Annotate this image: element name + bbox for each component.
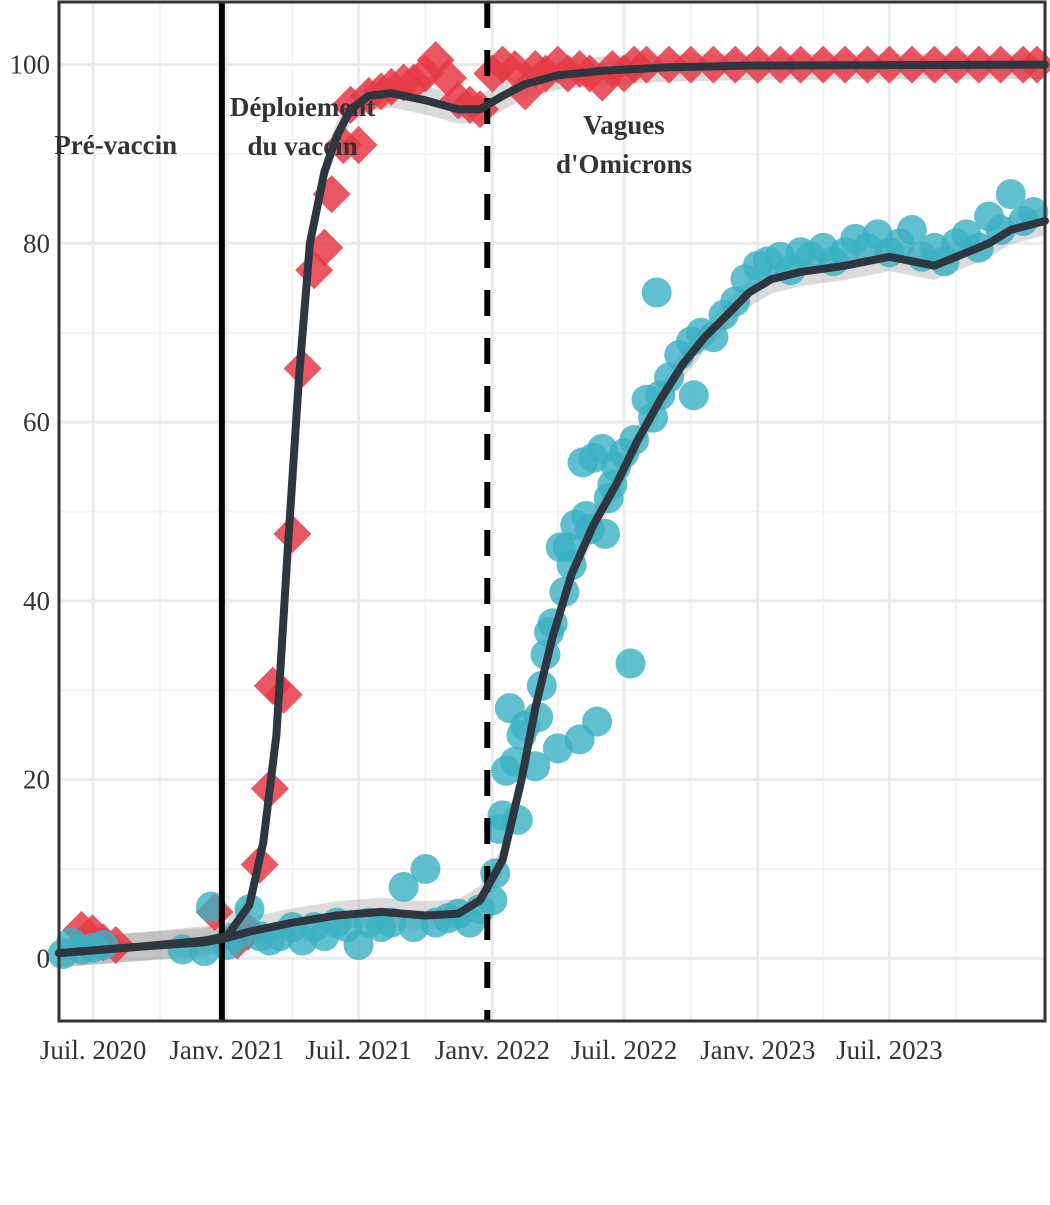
phase-label: Déploiement xyxy=(230,92,375,122)
y-tick-label: 60 xyxy=(23,407,50,437)
y-tick-label: 100 xyxy=(10,50,51,80)
x-axis-ticks: Juil. 2020 Janv. 2021 Juil. 2021 Janv. 2022… xyxy=(40,1035,943,1065)
y-tick-label: 0 xyxy=(37,943,51,973)
plot-frame xyxy=(57,0,1047,1023)
data-point-circle xyxy=(343,930,374,961)
x-tick-label: Janv. 2021 xyxy=(169,1035,284,1065)
data-point-circle xyxy=(410,854,441,885)
phase-label: Pré-vaccin xyxy=(54,130,177,160)
data-point-circle xyxy=(698,322,729,353)
data-point-diamond xyxy=(264,675,303,714)
phase-label: du vaccin xyxy=(247,131,357,161)
x-tick-label: Juil. 2022 xyxy=(571,1035,678,1065)
data-point-circle xyxy=(678,380,709,411)
data-point-circle xyxy=(995,179,1026,210)
data-point-circle xyxy=(582,706,613,737)
data-point-circle xyxy=(195,891,226,922)
phase-labels: Pré-vaccin Déploiement du vaccin Vagues d'Om… xyxy=(54,92,692,179)
y-axis-ticks: 0 20 40 60 80 100 xyxy=(10,50,51,974)
trend-line xyxy=(55,217,1049,958)
y-tick-label: 20 xyxy=(23,765,50,795)
x-tick-label: Juil. 2021 xyxy=(305,1035,412,1065)
data-point-circle xyxy=(590,518,621,549)
phase-divider-lines xyxy=(218,2,491,1021)
data-point-circle xyxy=(615,648,646,679)
y-tick-label: 80 xyxy=(23,228,50,258)
data-point-diamond xyxy=(339,126,378,165)
phase-label: Vagues xyxy=(583,110,665,140)
data-point-diamond xyxy=(583,63,622,102)
y-tick-label: 40 xyxy=(23,586,50,616)
data-point-circle xyxy=(896,214,927,245)
grid-layer xyxy=(59,2,1045,1021)
phase-label: d'Omicrons xyxy=(556,149,692,179)
trend-line xyxy=(55,60,1049,958)
x-tick-label: Juil. 2023 xyxy=(836,1035,943,1065)
x-tick-label: Janv. 2022 xyxy=(435,1035,550,1065)
x-tick-label: Janv. 2023 xyxy=(700,1035,815,1065)
data-point-circle xyxy=(388,871,419,902)
data-point-circle xyxy=(641,277,672,308)
x-tick-label: Juil. 2020 xyxy=(40,1035,147,1065)
trend-lines xyxy=(55,60,1049,958)
